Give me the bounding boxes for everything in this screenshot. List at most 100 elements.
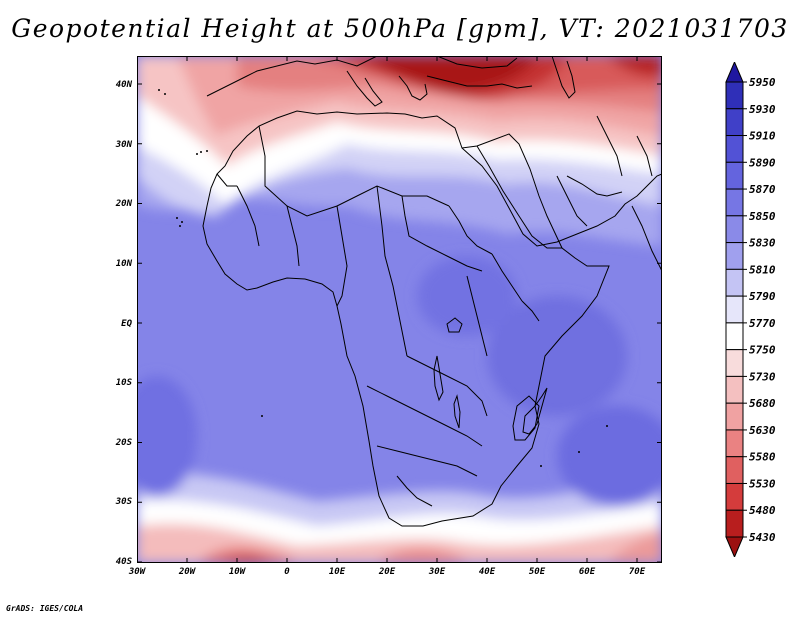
- map-title: Geopotential Height at 500hPa [gpm], VT:…: [11, 14, 789, 43]
- lat-label: EQ: [121, 319, 132, 329]
- lon-label: 40E: [478, 567, 496, 577]
- colorbar-top-arrow: [725, 60, 744, 83]
- field-north-dark-red: [367, 56, 537, 92]
- colorbar-label: 5950: [749, 76, 776, 89]
- colorbar-swatch: [725, 268, 744, 297]
- colorbar-label: 5890: [749, 156, 776, 169]
- lat-label: 30N: [115, 140, 132, 150]
- border-7: [366, 385, 483, 447]
- field-deep-blue-1: [487, 296, 627, 416]
- lon-label: 20W: [178, 567, 196, 577]
- field-south-red: [197, 547, 297, 563]
- lat-label: 40S: [115, 557, 132, 567]
- colorbar-swatch: [725, 482, 744, 511]
- lon-label: 0: [284, 567, 290, 577]
- colorbar-label: 5680: [749, 397, 776, 410]
- colorbar-label: 5750: [749, 344, 776, 357]
- field-south-red3: [222, 556, 272, 563]
- field-deep-blue-3: [557, 406, 662, 506]
- border-15: [521, 300, 540, 322]
- colorbar: 5950 5930 5910 5890 5870 5850 5830 5810 5790 5770…: [724, 60, 799, 559]
- europe-coastline: [206, 56, 378, 97]
- lon-label: 60E: [578, 567, 596, 577]
- turkey-coastline: [426, 75, 533, 89]
- lat-label: 10S: [115, 378, 132, 388]
- lon-label: 30W: [128, 567, 146, 577]
- lat-label: 30S: [115, 497, 132, 507]
- persian-gulf: [566, 175, 623, 197]
- map-panel: [137, 56, 662, 563]
- border-14: [491, 253, 523, 302]
- border-10: [466, 275, 488, 357]
- colorbar-swatch: [725, 135, 744, 163]
- field-north-dark-red-2: [607, 56, 662, 77]
- colorbar-label: 5430: [749, 531, 776, 544]
- colorbar-label: 5850: [749, 210, 776, 223]
- colorbar-swatch: [725, 375, 744, 404]
- border-12: [236, 185, 260, 247]
- colorbar-label: 5910: [749, 130, 776, 143]
- field-south-red2: [377, 549, 467, 563]
- colorbar-label: 5770: [749, 317, 776, 330]
- colorbar-label: 5730: [749, 370, 776, 383]
- border-4: [401, 195, 483, 272]
- madagascar-island: [512, 395, 540, 441]
- india-coastline: [631, 205, 662, 272]
- border-17: [596, 115, 623, 177]
- axis-ticks: [137, 56, 662, 563]
- colorbar-label: 5870: [749, 183, 776, 196]
- colorbar-swatch: [725, 349, 744, 377]
- colorbar-swatch: [725, 215, 744, 244]
- colorbar-swatch: [725, 161, 744, 190]
- border-8: [376, 445, 478, 477]
- black-sea: [436, 56, 518, 69]
- colorbar-bottom-arrow: [725, 536, 744, 559]
- colorbar-swatch: [725, 108, 744, 137]
- colorbar-swatch: [725, 295, 744, 324]
- border-11: [286, 205, 300, 267]
- caspian-sea: [551, 56, 576, 99]
- colorbar-swatch: [725, 188, 744, 217]
- islands: [158, 89, 608, 467]
- colorbar-label: 5530: [749, 477, 776, 490]
- map-frame: [137, 56, 662, 563]
- colorbar-swatch: [725, 456, 744, 484]
- lon-label: 10E: [328, 567, 346, 577]
- lat-label: 20S: [115, 438, 132, 448]
- lon-label: 20E: [378, 567, 396, 577]
- colorbar-swatch: [725, 81, 744, 110]
- greece-coastline: [398, 75, 428, 101]
- colorbar-label: 5930: [749, 103, 776, 116]
- lat-label: 10N: [115, 259, 132, 269]
- lake-tanganyika: [433, 355, 444, 402]
- colorbar-label: 5790: [749, 290, 776, 303]
- colorbar-swatch: [725, 322, 744, 351]
- grads-credit: GrADS: IGES/COLA: [6, 604, 84, 613]
- border-18: [636, 135, 653, 177]
- lon-label: 50E: [528, 567, 546, 577]
- lat-label: 40N: [115, 80, 132, 90]
- lat-label: 20N: [115, 199, 132, 209]
- africa-coastline: [202, 110, 610, 527]
- field-deep-blue-2: [417, 256, 517, 336]
- field-south-red4: [607, 534, 662, 563]
- colorbar-label: 5630: [749, 424, 776, 437]
- arabia-coastline: [461, 147, 662, 247]
- red-sea: [476, 145, 562, 249]
- colorbar-label: 5810: [749, 263, 776, 276]
- colorbar-label: 5830: [749, 237, 776, 250]
- lon-label: 70E: [628, 567, 646, 577]
- colorbar-swatch: [725, 509, 744, 538]
- colorbar-swatch: [725, 242, 744, 270]
- field-deep-blue-4: [137, 376, 197, 496]
- lake-victoria: [446, 317, 463, 333]
- border-5: [448, 205, 493, 255]
- lon-label: 30E: [428, 567, 446, 577]
- coastlines: [202, 56, 662, 527]
- border-9: [396, 475, 433, 507]
- border-13: [216, 173, 237, 187]
- colorbar-swatch: [725, 402, 744, 431]
- lon-label: 10W: [228, 567, 246, 577]
- colorbar-swatch: [725, 429, 744, 458]
- border-2: [336, 205, 348, 307]
